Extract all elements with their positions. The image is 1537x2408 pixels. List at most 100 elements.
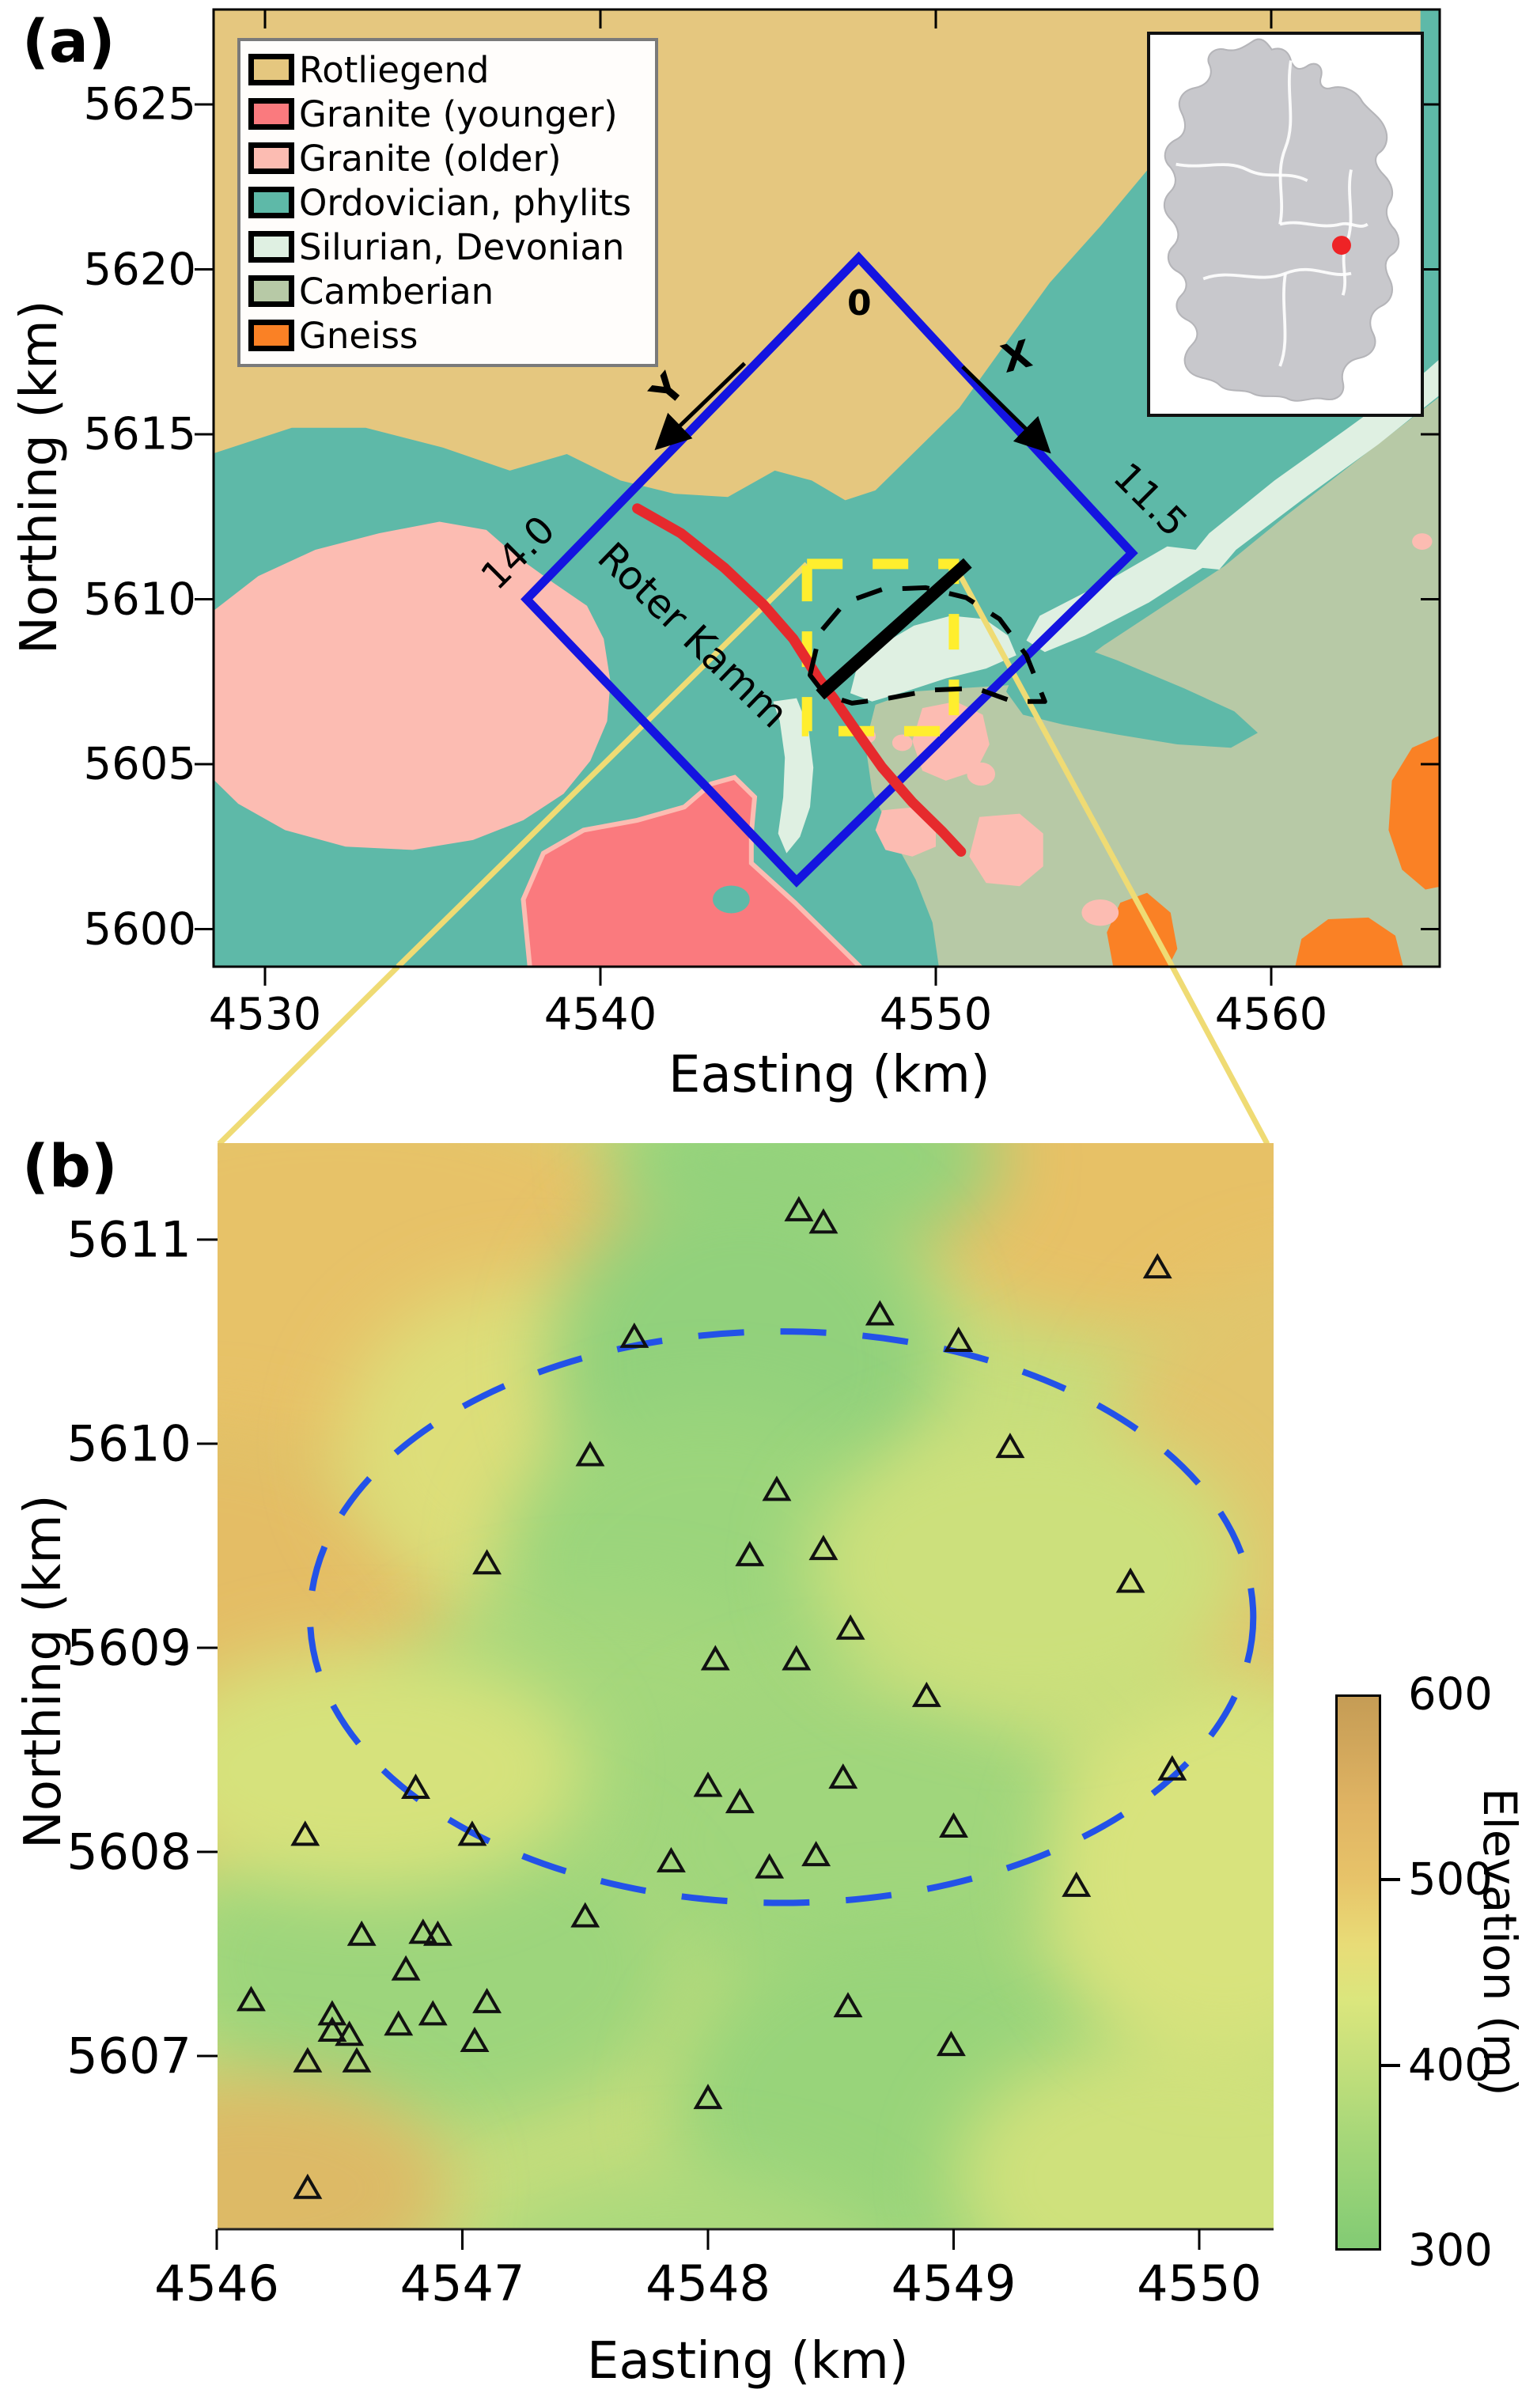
- zoom-extent-box: [801, 558, 960, 736]
- legend-swatch: [248, 275, 294, 307]
- station-triangle: [472, 1549, 502, 1575]
- terrain-blob: [806, 1423, 1249, 1709]
- elevation-map-area: [218, 1143, 1274, 2229]
- colorbar-tick-mark: [1381, 2063, 1400, 2067]
- station-triangle: [656, 1846, 686, 1872]
- zoom-connector-line: [217, 964, 400, 1146]
- elevation-colorbar: [1335, 1694, 1381, 2251]
- station-triangle: [290, 1820, 320, 1846]
- station-triangle: [808, 1208, 839, 1234]
- legend-label: Silurian, Devonian: [299, 225, 625, 268]
- geology-granite-older-dot4: [1412, 533, 1433, 550]
- station-triangle: [317, 2000, 347, 2026]
- station-triangle: [725, 1788, 755, 1814]
- station-triangle: [575, 1441, 605, 1467]
- geology-granite-older-west: [214, 521, 611, 850]
- legend-swatch: [248, 320, 294, 351]
- station-triangle: [865, 1300, 895, 1326]
- station-triangle: [293, 2173, 323, 2199]
- legend-label: Camberian: [299, 270, 494, 312]
- legend-swatch: [248, 231, 294, 263]
- panel-b-xlabel: Easting (km): [587, 2332, 909, 2391]
- state-border-line: [1278, 273, 1287, 367]
- geology-granite-older-c: [969, 813, 1043, 887]
- zoom-connector-line: [951, 562, 1175, 967]
- station-triangle: [944, 1326, 974, 1352]
- terrain-blob: [218, 2076, 450, 2229]
- x-arrow: [961, 365, 1051, 454]
- station-triangle: [570, 1902, 600, 1928]
- seismic-profile-line: [816, 558, 972, 700]
- station-triangle: [693, 2084, 723, 2110]
- y-tick-label-b: 5610: [66, 1414, 191, 1473]
- legend-label: Granite (older): [299, 137, 562, 180]
- station-triangle: [346, 1920, 377, 1946]
- station-array-ellipse: [306, 1328, 1257, 1906]
- legend-swatch: [248, 54, 294, 85]
- station-triangle: [422, 1920, 452, 1946]
- x-tick-label-b: 4550: [1137, 2255, 1262, 2312]
- geology-phylits-tongue: [1006, 635, 1258, 748]
- station-triangle: [833, 1992, 863, 2018]
- station-triangle: [735, 1540, 765, 1566]
- y-tick-label-a: 5605: [83, 738, 196, 790]
- g-shape: [1163, 38, 1400, 402]
- y-tick-label-a: 5610: [83, 574, 196, 625]
- legend-label: Granite (younger): [299, 93, 618, 135]
- y-tick-label-b: 5611: [66, 1210, 191, 1269]
- legend-swatch: [248, 187, 294, 218]
- station-triangle: [939, 1812, 968, 1838]
- geology-silurian-band: [1026, 358, 1440, 653]
- y-tick-label-b: 5607: [66, 2027, 191, 2085]
- station-triangle: [835, 1614, 865, 1640]
- terrain-blob: [622, 1678, 1089, 2005]
- geology-granite-older-dot5: [1081, 899, 1119, 926]
- legend-label: Rotliegend: [299, 48, 490, 91]
- y-tick-label-a: 5600: [83, 903, 196, 955]
- station-triangle: [755, 1853, 785, 1879]
- station-triangle: [472, 1987, 502, 2013]
- geology-granite-older-b: [875, 807, 936, 857]
- legend-label: Gneiss: [299, 314, 418, 357]
- geology-gneiss-east: [1388, 735, 1440, 890]
- station-triangle: [335, 2020, 365, 2046]
- x-tick-label-a: 4560: [1214, 989, 1328, 1040]
- station-triangle: [418, 2000, 448, 2026]
- station-triangle: [237, 1986, 266, 2012]
- y-tick-label-b: 5608: [66, 1823, 191, 1881]
- state-border-line: [1279, 221, 1369, 228]
- station-triangle: [936, 2031, 966, 2057]
- x-tick-label-b: 4546: [154, 2255, 279, 2312]
- geology-phylits-window: [713, 885, 750, 914]
- study-lens-outline: [808, 585, 1047, 706]
- legend-row: Granite (older): [248, 136, 647, 180]
- survey-area-box: [521, 251, 1138, 888]
- station-triangle: [619, 1322, 649, 1348]
- station-triangle: [808, 1535, 839, 1561]
- legend-row: Gneiss: [248, 313, 647, 358]
- colorbar-tick-label: 300: [1408, 2224, 1493, 2277]
- station-triangle: [995, 1433, 1025, 1459]
- geology-granite-younger: [521, 774, 864, 967]
- zoom-connector-line: [396, 562, 809, 967]
- colorbar-tick-label: 500: [1408, 1853, 1493, 1906]
- study-site-dot: [1331, 236, 1351, 256]
- station-triangle: [342, 2046, 372, 2073]
- y-tick-label-a: 5625: [83, 78, 196, 131]
- geology-granite-older-dot2: [892, 734, 913, 752]
- y-arrow: [654, 362, 747, 451]
- y-tick-label-a: 5620: [83, 244, 196, 295]
- station-triangle: [1157, 1755, 1187, 1781]
- panel-a-ylabel: Northing (km): [10, 300, 69, 654]
- station-triangle: [384, 2010, 414, 2036]
- state-border-line: [1278, 60, 1293, 225]
- station-triangle: [762, 1475, 792, 1501]
- legend-swatch: [248, 98, 294, 130]
- station-triangle: [693, 1771, 723, 1797]
- germany-inset: [1147, 32, 1424, 417]
- station-triangle: [1115, 1567, 1145, 1593]
- panel-b-ylabel: Northing (km): [14, 1494, 73, 1849]
